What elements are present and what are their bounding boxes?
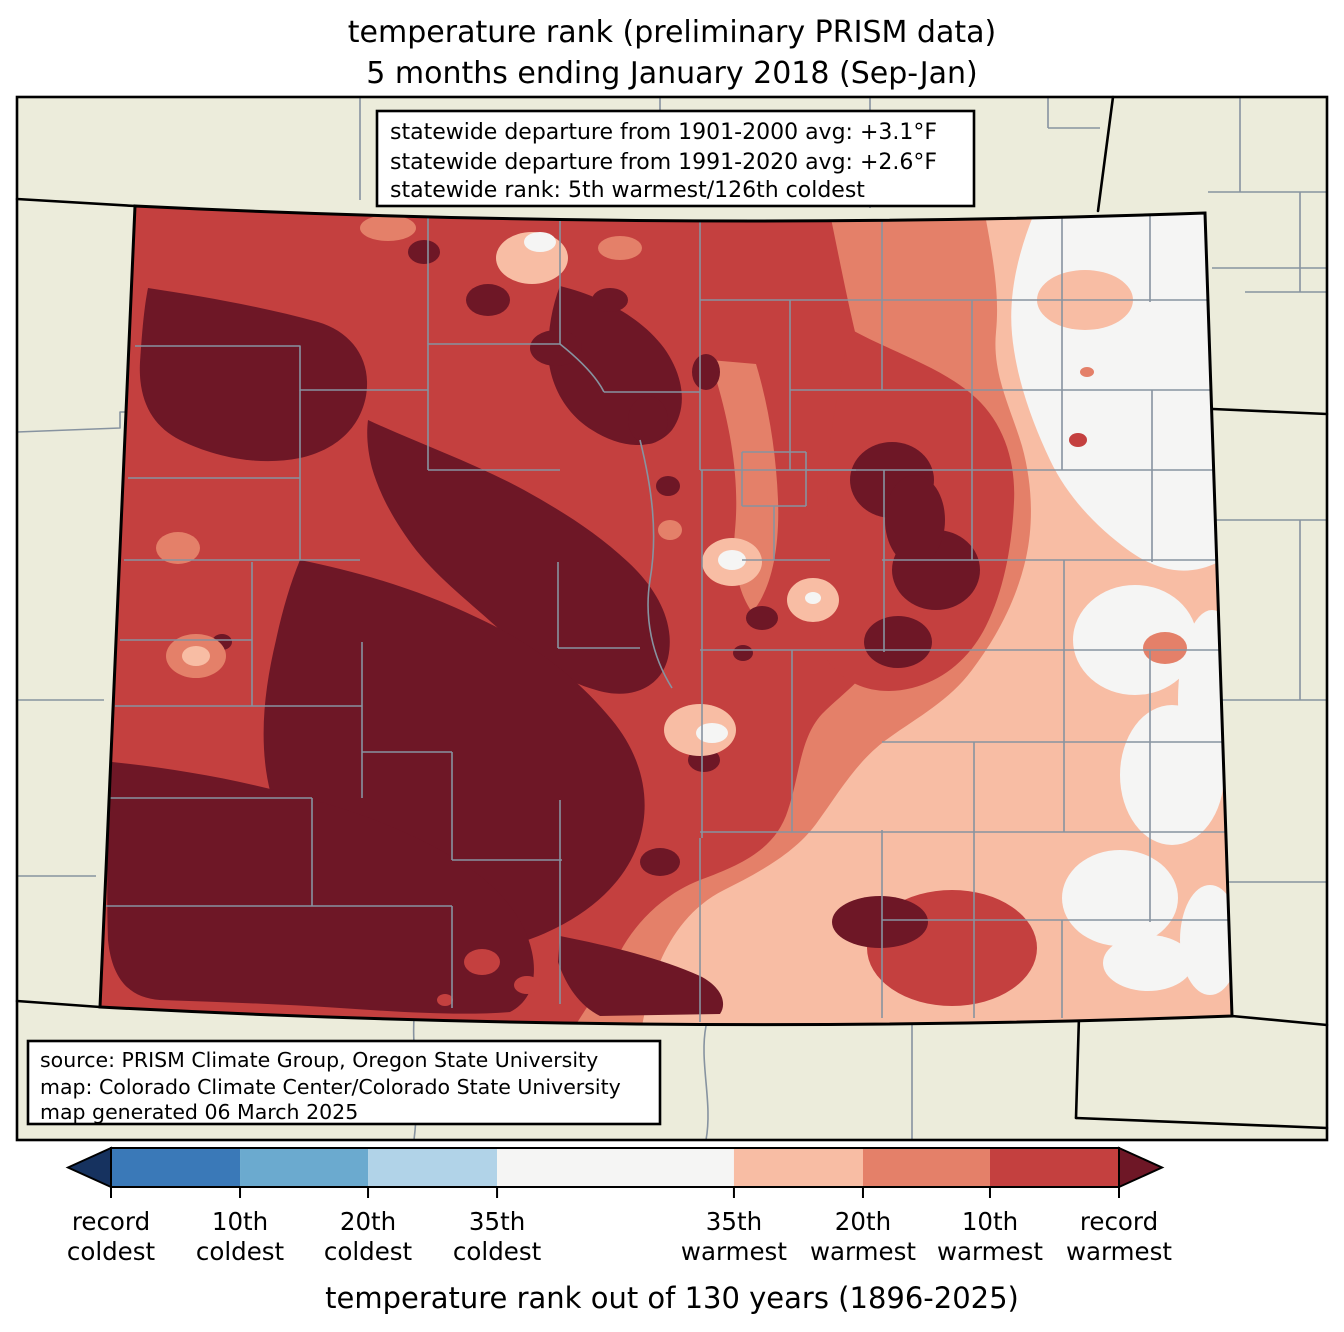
- colorbar-tick-label: coldest: [196, 1237, 285, 1266]
- colorbar-tick-label: warmest: [937, 1237, 1043, 1266]
- colorado-county-lines: [105, 206, 1229, 1022]
- colorbar-segment-lightblue: [240, 1148, 369, 1187]
- map-frame: [15, 95, 1329, 1142]
- colorbar: recordcoldest10thcoldest20thcoldest35thc…: [65, 1146, 1172, 1266]
- colorbar-tick-label: 35th: [469, 1207, 525, 1236]
- colorbar-axis-label: temperature rank out of 130 years (1896-…: [325, 1281, 1019, 1315]
- source-line1: source: PRISM Climate Group, Oregon Stat…: [40, 1048, 598, 1072]
- colorbar-tick-label: 10th: [962, 1207, 1018, 1236]
- stats-line2: statewide departure from 1991-2020 avg: …: [390, 150, 937, 175]
- colorbar-tick-label: 20th: [340, 1207, 396, 1236]
- colorado-state-border: [98, 204, 1234, 1027]
- colorbar-tick-label: coldest: [324, 1237, 413, 1266]
- colorbar-segment-white: [497, 1148, 734, 1187]
- neighbor-state-borders: [15, 95, 1329, 1130]
- colorbar-segment-blue: [111, 1148, 241, 1187]
- colorbar-segment-red: [989, 1148, 1119, 1187]
- colorbar-tick-label: 35th: [706, 1207, 762, 1236]
- source-box: source: PRISM Climate Group, Oregon Stat…: [26, 1039, 662, 1126]
- colorbar-segment-peach: [733, 1148, 863, 1187]
- figure-title-line2: 5 months ending January 2018 (Sep-Jan): [366, 56, 977, 91]
- colorbar-tick-label: 20th: [835, 1207, 891, 1236]
- colorbar-segment-paleblue: [368, 1148, 498, 1187]
- source-line2: map: Colorado Climate Center/Colorado St…: [40, 1075, 621, 1099]
- colorbar-tick-label: warmest: [1066, 1237, 1172, 1266]
- colorbar-tick-label: record: [1080, 1207, 1158, 1236]
- colorbar-arrow-right: [1118, 1146, 1165, 1189]
- source-line3: map generated 06 March 2025: [40, 1100, 358, 1124]
- colorbar-tick-label: warmest: [810, 1237, 916, 1266]
- colorbar-tick-label: record: [72, 1207, 150, 1236]
- colorbar-tick-label: coldest: [67, 1237, 156, 1266]
- colorbar-arrow-left: [65, 1146, 112, 1189]
- stats-line3: statewide rank: 5th warmest/126th coldes…: [390, 178, 865, 203]
- colorbar-segment-salmon: [862, 1148, 990, 1187]
- colorbar-tick-label: warmest: [681, 1237, 787, 1266]
- colorbar-outline: [110, 1147, 1120, 1188]
- stats-box: statewide departure from 1901-2000 avg: …: [375, 109, 976, 208]
- colorado-contours: [100, 206, 1232, 1025]
- stats-line1: statewide departure from 1901-2000 avg: …: [390, 120, 937, 145]
- colorbar-tick-label: coldest: [453, 1237, 542, 1266]
- colorbar-tick-label: 10th: [212, 1207, 268, 1236]
- figure-title-line1: temperature rank (preliminary PRISM data…: [348, 15, 996, 50]
